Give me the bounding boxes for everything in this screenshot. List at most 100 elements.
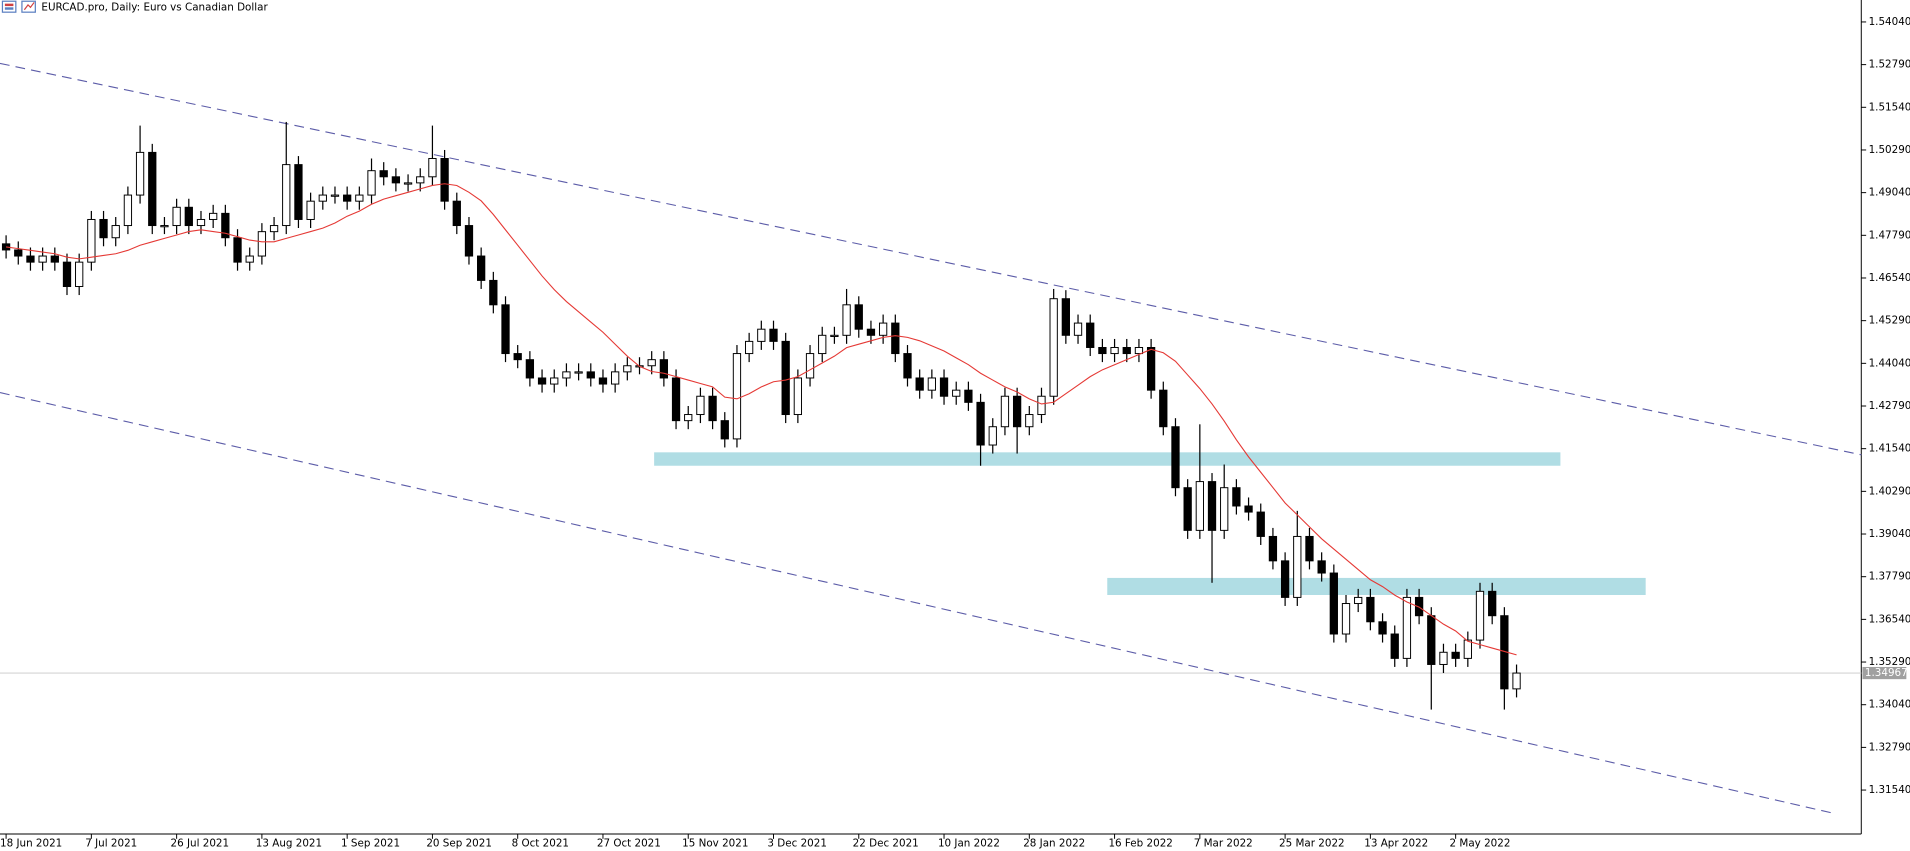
candle-body (428, 158, 437, 178)
y-tick-label: 1.41540 (1869, 443, 1910, 455)
candle-body (269, 225, 279, 233)
candle-body (330, 194, 340, 197)
candle-body (842, 304, 851, 336)
candle-body (939, 377, 949, 397)
y-tick-label: 1.39040 (1869, 528, 1910, 540)
candle-body (769, 328, 778, 342)
x-tick-label: 28 Jan 2022 (1023, 838, 1085, 850)
candle-body (1195, 481, 1204, 531)
candle-body (1000, 395, 1010, 428)
x-tick-label: 18 Jun 2021 (0, 838, 62, 850)
candle-body (781, 340, 790, 416)
candle-body (1134, 347, 1144, 355)
candle-body (123, 194, 133, 227)
candle-body (1512, 672, 1521, 690)
candle-body (793, 377, 803, 416)
candle-body (501, 304, 510, 355)
candle-body (1183, 487, 1192, 531)
candle-body (659, 359, 669, 379)
candle-body (708, 395, 717, 422)
y-tick-label: 1.40290 (1869, 485, 1910, 497)
support-zone (654, 452, 1561, 466)
chart-title: EURCAD.pro, Daily: Euro vs Canadian Doll… (41, 1, 268, 13)
candle-body (866, 328, 876, 336)
candle-body (391, 176, 401, 184)
candle-body (196, 218, 206, 227)
x-tick-label: 26 Jul 2021 (171, 838, 230, 850)
candle-body (489, 279, 498, 306)
candle-body (306, 200, 315, 220)
icon (4, 3, 14, 7)
trendline (0, 392, 1834, 814)
candle-body (1488, 590, 1497, 617)
x-tick-label: 13 Aug 2021 (256, 838, 322, 850)
y-tick-label: 1.31540 (1869, 784, 1910, 796)
y-tick-label: 1.32790 (1869, 741, 1910, 753)
candle-body (221, 212, 230, 239)
y-tick-label: 1.42790 (1869, 400, 1910, 412)
candle-body (671, 377, 681, 422)
candle-body (574, 371, 583, 374)
candle-body (1293, 535, 1302, 598)
x-tick-label: 10 Jan 2022 (938, 838, 1000, 850)
x-tick-label: 8 Oct 2021 (512, 838, 569, 850)
icon (4, 7, 14, 10)
x-tick-label: 16 Feb 2022 (1108, 838, 1172, 850)
y-tick-label: 1.52790 (1869, 59, 1910, 71)
candle-body (99, 218, 108, 239)
candle-body (1207, 481, 1217, 531)
candle-body (830, 334, 839, 338)
current-price-label: 1.34967 (1865, 667, 1908, 679)
candle-body (1439, 651, 1448, 665)
candle-body (927, 377, 936, 391)
candle-body (440, 158, 449, 202)
candle-body (562, 371, 571, 379)
x-tick-label: 3 Dec 2021 (767, 838, 827, 850)
candle-body (367, 170, 376, 196)
candle-body (550, 377, 559, 385)
candle-body (720, 420, 729, 440)
candle-body (379, 170, 388, 178)
candle-body (757, 328, 766, 342)
candle-body (87, 218, 96, 263)
candle-body (477, 255, 486, 281)
candle-body (1244, 505, 1253, 513)
x-tick-label: 25 Mar 2022 (1279, 838, 1345, 850)
icon (21, 0, 36, 13)
candle-body (14, 249, 23, 257)
current-price-box (1862, 666, 1907, 680)
candle-body (1086, 322, 1095, 348)
candle-body (1268, 535, 1278, 562)
candle-body (744, 340, 754, 355)
candle-body (1451, 651, 1460, 659)
y-tick-label: 1.49040 (1869, 187, 1910, 199)
candle-body (611, 371, 620, 385)
candle-body (184, 206, 193, 227)
candle-body (818, 334, 827, 355)
candle-body (75, 261, 84, 288)
icon (23, 2, 35, 11)
x-tick-label: 15 Nov 2021 (682, 838, 748, 850)
candle-body (1220, 487, 1229, 531)
candle-body (1073, 322, 1083, 336)
candle-body (1256, 511, 1265, 537)
candle-body (452, 200, 461, 227)
moving-average (6, 183, 1517, 656)
candle-body (1341, 603, 1351, 635)
candle-body (988, 426, 997, 446)
candle-body (684, 414, 693, 422)
candle-body (1378, 621, 1387, 635)
candle-body (1366, 596, 1375, 623)
x-tick-label: 22 Dec 2021 (853, 838, 919, 850)
candle-body (416, 176, 425, 184)
candle-body (1354, 596, 1363, 605)
candle-body (854, 304, 863, 330)
candle-body (1171, 426, 1180, 489)
candle-body (1012, 395, 1022, 428)
x-tick-label: 1 Sep 2021 (341, 838, 400, 850)
y-tick-label: 1.54040 (1869, 16, 1910, 28)
x-tick-label: 2 May 2022 (1450, 838, 1511, 850)
candle-body (525, 359, 535, 379)
